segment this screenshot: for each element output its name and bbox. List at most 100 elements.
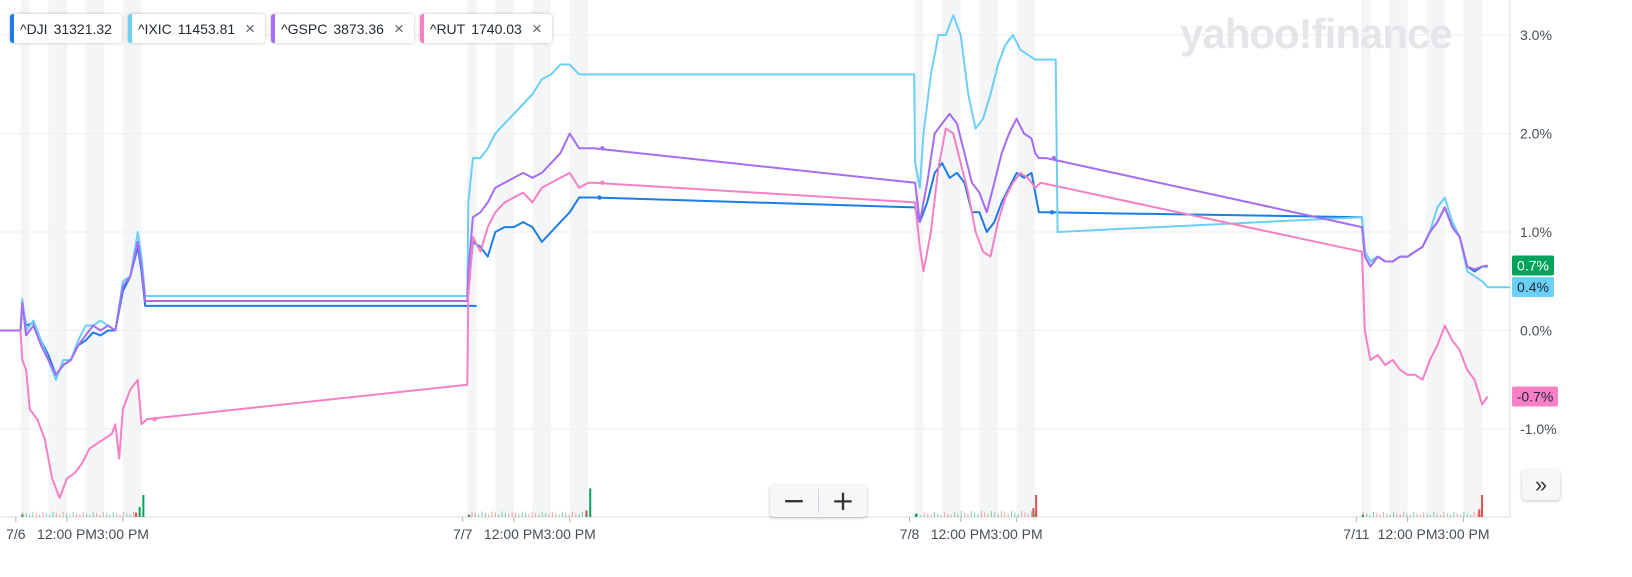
- volume-tick: [923, 512, 925, 517]
- volume-tick: [42, 511, 44, 517]
- volume-tick: [504, 512, 506, 517]
- volume-tick: [1460, 514, 1462, 517]
- legend-color-swatch: [127, 14, 132, 43]
- volume-tick: [528, 514, 530, 517]
- legend-chip-gspc[interactable]: ^GSPC 3873.36 ×: [271, 14, 414, 43]
- series-line-rut[interactable]: [19, 127, 1489, 499]
- volume-tick: [1393, 511, 1395, 517]
- volume-tick: [25, 513, 27, 517]
- volume-tick: [571, 511, 573, 517]
- volume-tick: [136, 513, 138, 517]
- volume-tick: [1024, 512, 1026, 517]
- series-line-gspc[interactable]: [0, 112, 1488, 376]
- x-tick-label: 12:00 PM: [37, 526, 97, 542]
- volume-tick: [538, 514, 540, 517]
- volume-tick: [109, 514, 111, 517]
- volume-tick: [1453, 511, 1455, 517]
- volume-tick: [980, 511, 982, 517]
- volume-tick: [79, 514, 81, 517]
- volume-tick: [1419, 514, 1421, 517]
- zoom-in-button[interactable]: +: [819, 485, 867, 517]
- volume-tick: [521, 511, 523, 517]
- volume-tick: [970, 511, 972, 517]
- volume-tick: [35, 513, 37, 517]
- volume-tick: [1386, 513, 1388, 517]
- volume-tick: [1433, 511, 1435, 517]
- volume-tick: [1450, 514, 1452, 517]
- volume-tick: [1443, 511, 1445, 517]
- volume-tick: [99, 514, 101, 517]
- volume-tick: [29, 514, 31, 517]
- volume-tick: [568, 514, 570, 517]
- series-line-ixic[interactable]: [0, 14, 1510, 381]
- volume-tick: [1000, 511, 1002, 517]
- volume-tick: [950, 514, 952, 517]
- volume-tick: [89, 514, 91, 517]
- legend-symbol: ^RUT: [429, 20, 466, 37]
- volume-tick: [954, 512, 956, 517]
- expand-chart-button[interactable]: »: [1522, 470, 1560, 500]
- session-band: [122, 0, 142, 517]
- x-tick-label: 3:00 PM: [544, 526, 596, 542]
- remove-symbol-icon[interactable]: ×: [531, 19, 542, 38]
- last-value-label: 0.4%: [1517, 279, 1549, 295]
- volume-tick: [1379, 514, 1381, 517]
- legend-value: 31321.32: [53, 20, 112, 37]
- volume-tick: [139, 514, 141, 517]
- volume-tick: [75, 513, 77, 517]
- session-band: [20, 0, 30, 517]
- volume-tick: [1446, 513, 1448, 517]
- session-band: [1463, 0, 1483, 517]
- volume-tick: [1466, 513, 1468, 517]
- volume-tick: [92, 511, 94, 517]
- zoom-out-button[interactable]: −: [770, 485, 818, 517]
- volume-tick: [1406, 513, 1408, 517]
- volume-tick: [957, 513, 959, 517]
- volume-tick: [494, 512, 496, 517]
- session-band: [569, 0, 589, 517]
- volume-tick: [62, 511, 64, 517]
- series-line-dji[interactable]: [467, 162, 1488, 292]
- volume-tick: [967, 513, 969, 517]
- volume-tick: [55, 513, 57, 517]
- x-tick-label: 3:00 PM: [1437, 526, 1489, 542]
- volume-tick: [964, 512, 966, 517]
- series-dot: [600, 146, 605, 151]
- volume-tick: [1480, 514, 1482, 517]
- volume-tick: [545, 512, 547, 517]
- volume-tick: [1011, 511, 1013, 517]
- last-value-badge: [1512, 277, 1554, 298]
- volume-tick: [1429, 514, 1431, 517]
- legend-chip-ixic[interactable]: ^IXIC 11453.81 ×: [127, 14, 266, 43]
- volume-tick: [551, 511, 553, 517]
- volume-tick: [930, 514, 932, 517]
- session-band: [532, 0, 552, 517]
- volume-tick: [119, 514, 121, 517]
- session-band: [1426, 0, 1445, 517]
- session-band: [85, 0, 105, 517]
- remove-symbol-icon[interactable]: ×: [245, 19, 256, 38]
- volume-tick: [977, 513, 979, 517]
- volume-tick: [585, 512, 587, 517]
- volume-tick: [1383, 511, 1385, 517]
- volume-tick: [917, 513, 919, 517]
- volume-tick: [511, 511, 513, 517]
- volume-tick: [498, 514, 500, 517]
- series-dot: [597, 195, 602, 200]
- volume-bar: [1035, 495, 1038, 517]
- volume-tick: [575, 512, 577, 517]
- volume-bar: [468, 514, 471, 517]
- series-dot: [1049, 210, 1055, 215]
- volume-tick: [518, 514, 520, 517]
- volume-tick: [582, 511, 584, 517]
- legend-chip-rut[interactable]: ^RUT 1740.03 ×: [419, 14, 552, 43]
- remove-symbol-icon[interactable]: ×: [393, 19, 404, 38]
- volume-tick: [1031, 511, 1033, 517]
- volume-tick: [535, 512, 537, 517]
- volume-tick: [1439, 514, 1441, 517]
- volume-tick: [86, 513, 88, 517]
- volume-bar: [134, 512, 137, 517]
- legend-chip-dji[interactable]: ^DJI 31321.32: [10, 14, 122, 43]
- volume-tick: [65, 513, 67, 517]
